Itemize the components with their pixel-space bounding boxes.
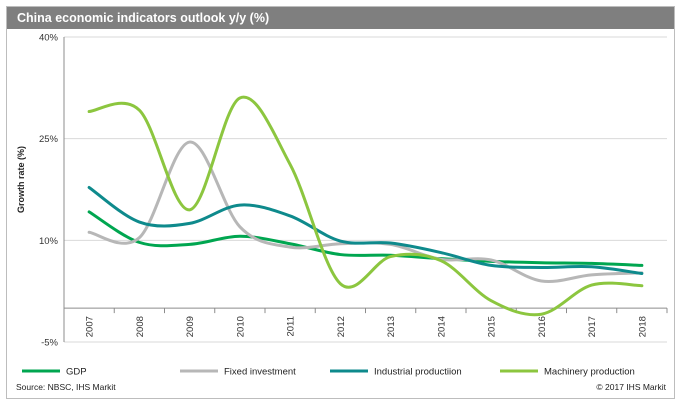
- y-tick-label: 25%: [39, 134, 59, 145]
- data-point-fixed-investment: [188, 141, 191, 144]
- data-point-machinery-production: [88, 110, 91, 113]
- data-point-machinery-production: [389, 255, 392, 258]
- data-point-industrial-productiion: [289, 214, 292, 217]
- copyright-note: © 2017 IHS Markit: [596, 382, 666, 392]
- y-axis-label: Growth rate (%): [16, 146, 26, 213]
- x-tick-label: 2010: [235, 316, 246, 337]
- x-tick-label: 2007: [85, 316, 96, 337]
- legend-label-machinery-production: Machinery production: [544, 367, 635, 378]
- x-tick-label: 2009: [185, 316, 196, 337]
- x-tick-labels: 2007 2008 2009 2010 2011 2012 2013 2014 2015 2016…: [85, 316, 649, 337]
- data-point-industrial-productiion: [490, 264, 493, 267]
- series-lines: [87, 95, 644, 317]
- data-point-industrial-productiion: [590, 265, 593, 268]
- x-tick-label: 2017: [587, 316, 598, 337]
- x-tick-label: 2011: [286, 316, 297, 336]
- data-point-machinery-production: [640, 284, 643, 287]
- data-point-gdp: [138, 241, 141, 244]
- legend-label-fixed-investment: Fixed investment: [224, 367, 296, 378]
- series-line-industrial-productiion: [87, 185, 644, 276]
- chart-frame: China economic indicators outlook y/y (%…: [6, 6, 675, 399]
- x-tick-label: 2014: [436, 316, 447, 337]
- data-point-gdp: [188, 243, 191, 246]
- data-point-industrial-productiion: [540, 266, 543, 269]
- data-point-gdp: [590, 262, 593, 265]
- legend-label-industrial-productiion: Industrial productiion: [374, 367, 462, 378]
- x-tick-label: 2018: [637, 316, 648, 337]
- x-tick-label: 2015: [487, 316, 498, 337]
- data-point-machinery-production: [238, 97, 241, 100]
- data-point-gdp: [640, 264, 643, 267]
- data-point-gdp: [289, 242, 292, 245]
- data-point-industrial-productiion: [339, 240, 342, 243]
- axes: [63, 37, 668, 342]
- series-line-gdp: [87, 210, 644, 267]
- gridlines: [64, 36, 667, 343]
- data-point-machinery-production: [138, 109, 141, 112]
- data-point-fixed-investment: [88, 231, 91, 234]
- data-point-industrial-productiion: [389, 242, 392, 245]
- series-line-fixed-investment: [87, 140, 644, 284]
- data-point-industrial-productiion: [138, 221, 141, 224]
- data-point-fixed-investment: [540, 280, 543, 283]
- data-point-industrial-productiion: [238, 204, 241, 207]
- data-point-industrial-productiion: [640, 272, 643, 275]
- y-tick-label: -5%: [41, 338, 58, 349]
- data-point-fixed-investment: [590, 273, 593, 276]
- data-point-machinery-production: [339, 282, 342, 285]
- y-tick-labels: -5% 10% 25% 40%: [39, 33, 59, 349]
- legend: GDP Fixed investment Industrial productiio…: [22, 367, 635, 378]
- data-point-fixed-investment: [490, 258, 493, 261]
- data-point-industrial-productiion: [188, 222, 191, 225]
- x-tick-label: 2012: [336, 316, 347, 337]
- data-point-gdp: [339, 253, 342, 256]
- data-point-machinery-production: [188, 208, 191, 211]
- data-point-industrial-productiion: [439, 251, 442, 254]
- data-point-machinery-production: [289, 163, 292, 166]
- series-line-machinery-production: [87, 95, 644, 317]
- chart-title: China economic indicators outlook y/y (%…: [7, 7, 674, 29]
- x-tick-label: 2016: [537, 316, 548, 337]
- data-point-machinery-production: [590, 284, 593, 287]
- source-note: Source: NBSC, IHS Markit: [16, 382, 116, 392]
- data-point-fixed-investment: [289, 246, 292, 249]
- data-point-fixed-investment: [238, 225, 241, 228]
- y-tick-label: 40%: [39, 33, 59, 44]
- data-point-fixed-investment: [138, 236, 141, 239]
- data-point-gdp: [540, 261, 543, 264]
- data-point-industrial-productiion: [88, 186, 91, 189]
- data-point-machinery-production: [540, 313, 543, 316]
- data-point-gdp: [238, 235, 241, 238]
- x-tick-label: 2008: [135, 316, 146, 337]
- y-tick-label: 10%: [39, 236, 59, 247]
- data-point-machinery-production: [439, 259, 442, 262]
- data-point-gdp: [88, 210, 91, 213]
- data-point-machinery-production: [490, 299, 493, 302]
- x-tick-label: 2013: [386, 316, 397, 337]
- legend-label-gdp: GDP: [66, 367, 87, 378]
